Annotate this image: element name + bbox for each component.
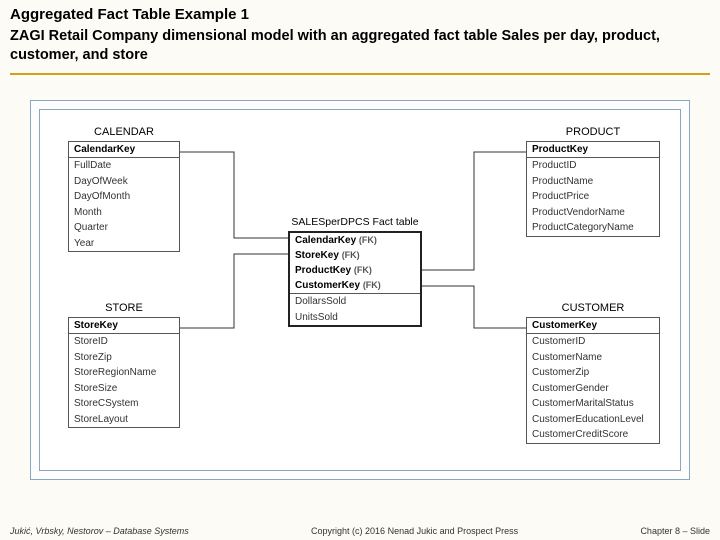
entity-attr: StoreLayout xyxy=(69,412,179,428)
fact-attr: UnitsSold xyxy=(290,310,420,326)
fact-box: CalendarKey (FK)StoreKey (FK)ProductKey … xyxy=(288,231,422,327)
entity-attr: CustomerName xyxy=(527,350,659,366)
fact-title: SALESperDPCS Fact table xyxy=(288,214,422,231)
fact-table: SALESperDPCS Fact tableCalendarKey (FK)S… xyxy=(288,214,422,327)
entity-attr: CustomerEducationLevel xyxy=(527,412,659,428)
subtitle-prefix: ZAGI Retail Company dimensional model wi… xyxy=(10,28,501,44)
entity-attr: CustomerID xyxy=(527,334,659,350)
header-divider xyxy=(10,73,710,75)
entity-attr: CustomerMaritalStatus xyxy=(527,396,659,412)
fact-key: StoreKey (FK) xyxy=(290,248,420,263)
fact-key: ProductKey (FK) xyxy=(290,263,420,278)
entity-attr: StoreRegionName xyxy=(69,365,179,381)
entity-attr: ProductCategoryName xyxy=(527,220,659,236)
entity-attr: StoreID xyxy=(69,334,179,350)
entity-key: CustomerKey xyxy=(527,318,659,334)
entity-box: CustomerKeyCustomerIDCustomerNameCustome… xyxy=(526,317,660,444)
entity-attr: CustomerCreditScore xyxy=(527,427,659,443)
footer-left: Jukić, Vrbsky, Nestorov – Database Syste… xyxy=(10,526,189,536)
entity-key: ProductKey xyxy=(527,142,659,158)
entity-attr: StoreZip xyxy=(69,350,179,366)
entity-attr: FullDate xyxy=(69,158,179,174)
entity-attr: ProductVendorName xyxy=(527,205,659,221)
connector-line xyxy=(422,286,526,328)
entity-calendar: CALENDARCalendarKeyFullDateDayOfWeekDayO… xyxy=(68,124,180,252)
entity-attr: StoreSize xyxy=(69,381,179,397)
entity-attr: CustomerZip xyxy=(527,365,659,381)
footer-right: Chapter 8 – Slide xyxy=(640,526,710,536)
slide-title: Aggregated Fact Table Example 1 xyxy=(10,6,710,23)
entity-attr: StoreCSystem xyxy=(69,396,179,412)
entity-attr: DayOfMonth xyxy=(69,189,179,205)
footer-center: Copyright (c) 2016 Nenad Jukic and Prosp… xyxy=(311,526,518,536)
entity-title: STORE xyxy=(68,300,180,317)
diagram-container: CALENDARCalendarKeyFullDateDayOfWeekDayO… xyxy=(30,100,690,480)
slide-header: Aggregated Fact Table Example 1 ZAGI Ret… xyxy=(0,0,720,69)
entity-store: STOREStoreKeyStoreIDStoreZipStoreRegionN… xyxy=(68,300,180,428)
entity-box: CalendarKeyFullDateDayOfWeekDayOfMonthMo… xyxy=(68,141,180,252)
fact-key: CalendarKey (FK) xyxy=(290,233,420,248)
entity-box: ProductKeyProductIDProductNameProductPri… xyxy=(526,141,660,237)
connector-line xyxy=(180,254,288,328)
slide-subtitle: ZAGI Retail Company dimensional model wi… xyxy=(10,27,710,65)
entity-box: StoreKeyStoreIDStoreZipStoreRegionNameSt… xyxy=(68,317,180,428)
entity-title: PRODUCT xyxy=(526,124,660,141)
fact-key: CustomerKey (FK) xyxy=(290,278,420,294)
entity-key: CalendarKey xyxy=(69,142,179,158)
diagram-inner: CALENDARCalendarKeyFullDateDayOfWeekDayO… xyxy=(39,109,681,471)
entity-customer: CUSTOMERCustomerKeyCustomerIDCustomerNam… xyxy=(526,300,660,444)
entity-attr: CustomerGender xyxy=(527,381,659,397)
entity-attr: Quarter xyxy=(69,220,179,236)
entity-attr: Month xyxy=(69,205,179,221)
slide-footer: Jukić, Vrbsky, Nestorov – Database Syste… xyxy=(0,526,720,536)
entity-attr: DayOfWeek xyxy=(69,174,179,190)
entity-product: PRODUCTProductKeyProductIDProductNamePro… xyxy=(526,124,660,237)
entity-title: CALENDAR xyxy=(68,124,180,141)
fact-attr: DollarsSold xyxy=(290,294,420,310)
entity-attr: ProductPrice xyxy=(527,189,659,205)
entity-attr: ProductID xyxy=(527,158,659,174)
entity-key: StoreKey xyxy=(69,318,179,334)
connector-line xyxy=(180,152,288,238)
entity-attr: Year xyxy=(69,236,179,252)
entity-attr: ProductName xyxy=(527,174,659,190)
connector-line xyxy=(422,152,526,270)
entity-title: CUSTOMER xyxy=(526,300,660,317)
